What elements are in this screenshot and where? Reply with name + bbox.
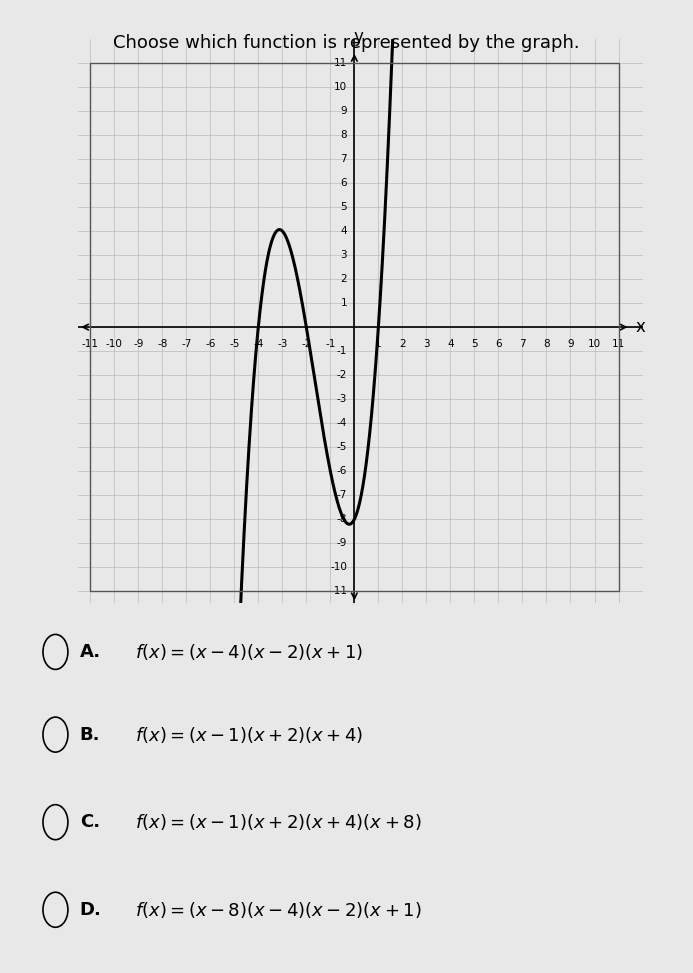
- Text: -8: -8: [157, 340, 168, 349]
- Text: C.: C.: [80, 813, 100, 831]
- Text: $f(x) = (x-4)(x-2)(x+1)$: $f(x) = (x-4)(x-2)(x+1)$: [135, 642, 363, 662]
- Text: 3: 3: [423, 340, 430, 349]
- Text: -4: -4: [337, 418, 347, 428]
- Text: -3: -3: [337, 394, 347, 404]
- Text: 7: 7: [340, 154, 347, 164]
- Text: 10: 10: [588, 340, 601, 349]
- Text: 9: 9: [567, 340, 574, 349]
- Text: x: x: [635, 318, 645, 336]
- Text: 6: 6: [495, 340, 502, 349]
- Text: 10: 10: [334, 82, 347, 92]
- Text: 2: 2: [340, 274, 347, 284]
- Text: 4: 4: [447, 340, 454, 349]
- Text: 1: 1: [375, 340, 382, 349]
- Text: 7: 7: [519, 340, 526, 349]
- Text: -4: -4: [253, 340, 263, 349]
- Text: -6: -6: [337, 466, 347, 476]
- Text: $f(x) = (x-1)(x+2)(x+4)(x+8)$: $f(x) = (x-1)(x+2)(x+4)(x+8)$: [135, 812, 421, 832]
- Text: 8: 8: [543, 340, 550, 349]
- Text: 4: 4: [340, 226, 347, 236]
- Text: 3: 3: [340, 250, 347, 260]
- Text: 2: 2: [399, 340, 405, 349]
- Text: 6: 6: [340, 178, 347, 188]
- Text: -3: -3: [277, 340, 288, 349]
- Text: -9: -9: [133, 340, 143, 349]
- Text: -5: -5: [337, 442, 347, 452]
- Text: -11: -11: [82, 340, 98, 349]
- Text: 5: 5: [471, 340, 477, 349]
- Text: B.: B.: [80, 726, 100, 743]
- Text: 8: 8: [340, 130, 347, 140]
- Text: $f(x) = (x-1)(x+2)(x+4)$: $f(x) = (x-1)(x+2)(x+4)$: [135, 725, 363, 744]
- Text: -8: -8: [337, 514, 347, 524]
- Text: A.: A.: [80, 643, 100, 661]
- Text: 11: 11: [334, 58, 347, 68]
- Text: -2: -2: [301, 340, 312, 349]
- Text: y: y: [353, 28, 363, 46]
- Text: -6: -6: [205, 340, 216, 349]
- Text: -7: -7: [337, 490, 347, 500]
- Text: 9: 9: [340, 106, 347, 116]
- Text: -10: -10: [331, 562, 347, 572]
- Text: -10: -10: [106, 340, 123, 349]
- Text: 5: 5: [340, 202, 347, 212]
- Text: -2: -2: [337, 370, 347, 380]
- Text: -9: -9: [337, 538, 347, 548]
- Text: 1: 1: [340, 298, 347, 308]
- Text: D.: D.: [80, 901, 102, 919]
- Text: $f(x) = (x-8)(x-4)(x-2)(x+1)$: $f(x) = (x-8)(x-4)(x-2)(x+1)$: [135, 900, 421, 919]
- Text: -7: -7: [181, 340, 191, 349]
- Text: -1: -1: [337, 346, 347, 356]
- Text: Choose which function is represented by the graph.: Choose which function is represented by …: [113, 34, 580, 52]
- Text: 11: 11: [612, 340, 625, 349]
- Text: -5: -5: [229, 340, 240, 349]
- Text: -1: -1: [325, 340, 335, 349]
- Text: -11: -11: [330, 587, 347, 596]
